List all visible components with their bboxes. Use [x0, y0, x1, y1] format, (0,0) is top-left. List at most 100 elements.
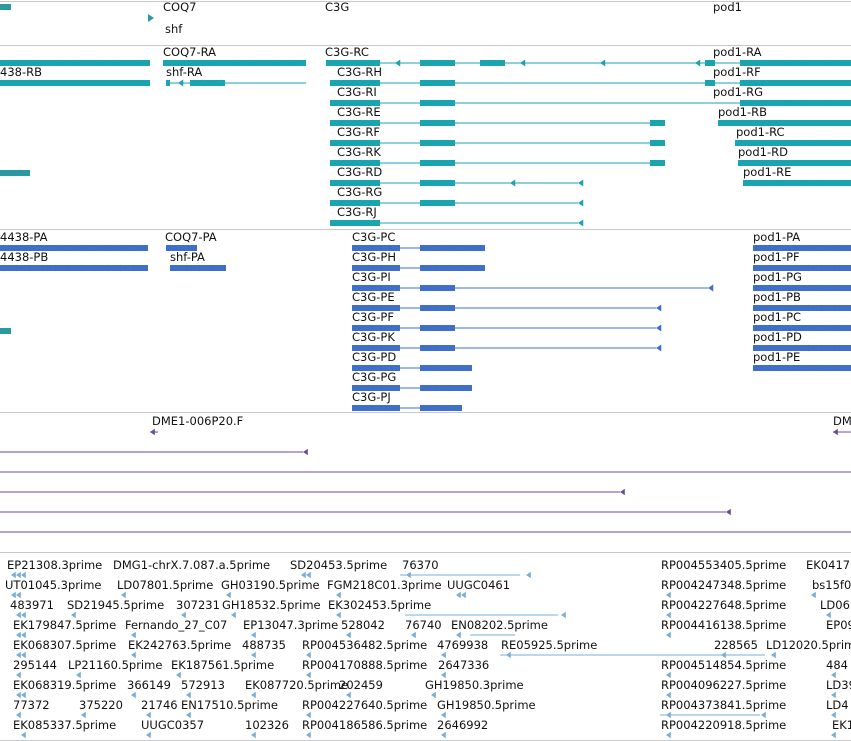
- est-label-ld06[interactable]: LD06: [820, 598, 850, 612]
- gene-label-coq7[interactable]: COQ7: [163, 0, 197, 14]
- transcript-label-shf-ra[interactable]: shf-RA: [166, 65, 203, 79]
- protein-exon[interactable]: [352, 345, 400, 351]
- est-label-ek068307-5prime[interactable]: EK068307.5prime: [13, 638, 117, 652]
- protein-label-pod1-pc[interactable]: pod1-PC: [753, 310, 802, 324]
- est-label-uugc0357[interactable]: UUGC0357: [141, 718, 205, 732]
- transcript-exon[interactable]: [480, 60, 505, 66]
- est-label-uugc0461[interactable]: UUGC0461: [447, 578, 511, 592]
- est-label-ld07801-5prime[interactable]: LD07801.5prime: [117, 578, 214, 592]
- transcript-label-c3g-rj[interactable]: C3G-RJ: [337, 205, 377, 219]
- transcript-exon[interactable]: [330, 200, 380, 206]
- gene-label-pod1[interactable]: pod1: [713, 0, 742, 14]
- est-label-en08202-5prime[interactable]: EN08202.5prime: [451, 618, 548, 632]
- transcript-exon[interactable]: [330, 140, 380, 146]
- transcript-exon[interactable]: [718, 120, 851, 126]
- est-label-484[interactable]: 484: [826, 658, 848, 672]
- protein-exon[interactable]: [352, 305, 400, 311]
- protein-exon[interactable]: [166, 245, 197, 251]
- protein-exon[interactable]: [753, 345, 851, 351]
- transcript-label-c3g-rk[interactable]: C3G-RK: [337, 145, 381, 159]
- transcript-label-c3g-rf[interactable]: C3G-RF: [337, 125, 381, 139]
- protein-exon[interactable]: [753, 325, 851, 331]
- protein-label-pod1-pb[interactable]: pod1-PB: [753, 290, 801, 304]
- protein-label-shf-pa[interactable]: shf-PA: [170, 250, 205, 264]
- protein-label-c3g-pf[interactable]: C3G-PF: [352, 310, 394, 324]
- est-label-rp004227648-5prime[interactable]: RP004227648.5prime: [661, 598, 787, 612]
- protein-exon[interactable]: [352, 405, 400, 411]
- protein-label-coq7-pa[interactable]: COQ7-PA: [165, 230, 217, 244]
- protein-label-c3g-pi[interactable]: C3G-PI: [352, 270, 391, 284]
- est-label-ek179847-5prime[interactable]: EK179847.5prime: [13, 618, 117, 632]
- transcript-label-c3g-ri[interactable]: C3G-RI: [337, 85, 377, 99]
- est-label-ld12020-5prime[interactable]: LD12020.5prime: [766, 638, 851, 652]
- est-label-ld39[interactable]: LD39: [826, 678, 851, 692]
- est-label-rp004170888-5prime[interactable]: RP004170888.5prime: [302, 658, 428, 672]
- protein-label-c3g-pk[interactable]: C3G-PK: [352, 330, 395, 344]
- est-label-re05925-5prime[interactable]: RE05925.5prime: [501, 638, 598, 652]
- protein-exon[interactable]: [753, 365, 851, 371]
- est-label-bs15f0[interactable]: bs15f0: [812, 578, 851, 592]
- transcript-label-c3g-rg[interactable]: C3G-RG: [337, 185, 383, 199]
- transcript-exon[interactable]: [326, 60, 380, 66]
- est-label-fgm218c01-3prime[interactable]: FGM218C01.3prime: [327, 578, 442, 592]
- est-label-ep21308-3prime[interactable]: EP21308.3prime: [7, 558, 103, 572]
- est-label-rp004514854-5prime[interactable]: RP004514854.5prime: [661, 658, 787, 672]
- est-label-202459[interactable]: 202459: [339, 678, 383, 692]
- transcript-label-438-rb[interactable]: 438-RB: [0, 65, 42, 79]
- est-label-ut01045-3prime[interactable]: UT01045.3prime: [5, 578, 102, 592]
- protein-exon[interactable]: [0, 245, 148, 251]
- est-label-rp004096227-5prime[interactable]: RP004096227.5prime: [661, 678, 787, 692]
- est-label-ek085337-5prime[interactable]: EK085337.5prime: [13, 718, 117, 732]
- transcript-label-c3g-rc[interactable]: C3G-RC: [325, 45, 369, 59]
- protein-exon[interactable]: [352, 365, 400, 371]
- est-label-rp004227640-5prime[interactable]: RP004227640.5prime: [302, 698, 428, 712]
- est-label-sd20453-5prime[interactable]: SD20453.5prime: [290, 558, 388, 572]
- protein-label-pod1-pa[interactable]: pod1-PA: [753, 230, 801, 244]
- est-label-gh18532-5prime[interactable]: GH18532.5prime: [222, 598, 321, 612]
- est-label-21746[interactable]: 21746: [141, 698, 178, 712]
- transcript-exon[interactable]: [166, 80, 170, 86]
- protein-exon[interactable]: [352, 385, 400, 391]
- est-label-ld4[interactable]: LD4: [826, 698, 849, 712]
- est-label-ek1[interactable]: EK1: [832, 718, 851, 732]
- est-label-228565[interactable]: 228565: [714, 638, 758, 652]
- transcript-label-pod1-rc[interactable]: pod1-RC: [736, 125, 785, 139]
- est-label-ek087720-5prime[interactable]: EK087720.5prime: [245, 678, 349, 692]
- est-label-ek187561-5prime[interactable]: EK187561.5prime: [171, 658, 275, 672]
- est-label-ek068319-5prime[interactable]: EK068319.5prime: [13, 678, 117, 692]
- est-label-2647336[interactable]: 2647336: [438, 658, 490, 672]
- est-label-375220[interactable]: 375220: [79, 698, 123, 712]
- est-label-572913[interactable]: 572913: [181, 678, 225, 692]
- est-label-gh03190-5prime[interactable]: GH03190.5prime: [221, 578, 320, 592]
- gene-feature[interactable]: [0, 328, 11, 334]
- transcript-exon[interactable]: [330, 80, 380, 86]
- est-label-rp004220918-5prime[interactable]: RP004220918.5prime: [661, 718, 787, 732]
- est-label-77372[interactable]: 77372: [13, 698, 50, 712]
- gene-feature[interactable]: [0, 4, 11, 10]
- clone-label-dme1-006p20-f[interactable]: DME1-006P20.F: [152, 414, 244, 428]
- est-label-rp004536482-5prime[interactable]: RP004536482.5prime: [302, 638, 428, 652]
- transcript-label-pod1-rg[interactable]: pod1-RG: [713, 85, 764, 99]
- transcript-label-pod1-rd[interactable]: pod1-RD: [738, 145, 788, 159]
- transcript-label-c3g-rh[interactable]: C3G-RH: [337, 65, 383, 79]
- transcript-exon[interactable]: [0, 60, 150, 66]
- est-label-528042[interactable]: 528042: [341, 618, 385, 632]
- protein-exon[interactable]: [352, 245, 400, 251]
- est-label-76370[interactable]: 76370: [402, 558, 439, 572]
- transcript-exon[interactable]: [705, 80, 715, 86]
- est-label-rp004186586-5prime[interactable]: RP004186586.5prime: [302, 718, 428, 732]
- protein-label-4438-pb[interactable]: 4438-PB: [0, 250, 49, 264]
- est-label-lp21160-5prime[interactable]: LP21160.5prime: [68, 658, 163, 672]
- protein-exon[interactable]: [753, 245, 851, 251]
- est-label-dmg1-chrx-7-087-a-5prime[interactable]: DMG1-chrX.7.087.a.5prime: [113, 558, 271, 572]
- transcript-label-coq7-ra[interactable]: COQ7-RA: [163, 45, 216, 59]
- est-label-rp004247348-5prime[interactable]: RP004247348.5prime: [661, 578, 787, 592]
- est-label-rp004553405-5prime[interactable]: RP004553405.5prime: [661, 558, 787, 572]
- est-label-76740[interactable]: 76740: [405, 618, 442, 632]
- est-label-ek302453-5prime[interactable]: EK302453.5prime: [328, 598, 432, 612]
- protein-exon[interactable]: [352, 285, 400, 291]
- protein-exon[interactable]: [420, 365, 472, 371]
- protein-exon[interactable]: [753, 305, 851, 311]
- gene-label-c3g[interactable]: C3G: [325, 0, 350, 14]
- transcript-label-pod1-re[interactable]: pod1-RE: [743, 165, 792, 179]
